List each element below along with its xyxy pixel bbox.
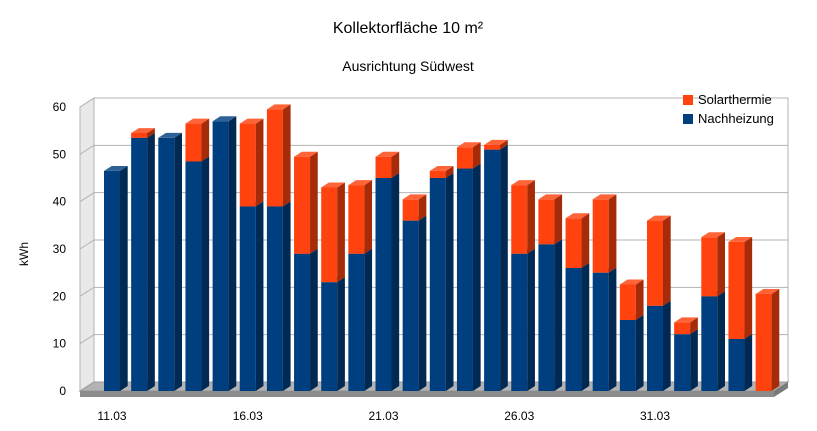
bar-nachheizung: [266, 201, 291, 391]
x-tick-label: 31.03: [640, 409, 670, 423]
bar-nachheizung: [619, 315, 644, 391]
y-tick-label: 20: [53, 289, 67, 303]
bar-nachheizung: [212, 116, 237, 391]
gridline: [79, 97, 788, 108]
bar-solarthermie: [701, 232, 725, 297]
x-axis-ticks: 11.03 16.03 21.03 26.03 31.03: [97, 409, 670, 423]
bar-nachheizung: [375, 173, 400, 391]
chart-title: Kollektorfläche 10 m²: [333, 20, 484, 37]
bar-solarthermie: [728, 236, 753, 339]
bar-solarthermie: [456, 142, 481, 169]
bar-solarthermie: [321, 182, 345, 283]
bar-nachheizung: [674, 329, 698, 391]
y-tick-label: 50: [53, 147, 67, 161]
x-tick-label: 11.03: [97, 409, 126, 423]
bar-nachheizung: [402, 215, 427, 391]
legend: Solarthermie Nachheizung: [683, 92, 774, 126]
bar-nachheizung: [647, 300, 671, 391]
y-tick-label: 60: [53, 100, 67, 114]
bar-solarthermie: [131, 128, 155, 138]
bar-nachheizung: [484, 144, 508, 391]
bar-solarthermie: [185, 118, 210, 162]
bar-solarthermie: [647, 215, 671, 306]
bar-nachheizung: [511, 248, 535, 391]
bar-nachheizung: [321, 277, 345, 391]
gridline: [79, 192, 788, 203]
bar-nachheizung: [185, 156, 210, 391]
floor-edge: [80, 391, 774, 397]
bar-nachheizung: [348, 248, 373, 391]
bar-nachheizung: [728, 333, 753, 391]
bar-solarthermie: [484, 139, 508, 150]
bar-solarthermie: [592, 194, 617, 273]
bar-nachheizung: [592, 267, 617, 391]
legend-swatch-nachheizung: [683, 114, 693, 124]
legend-swatch-solarthermie: [683, 95, 693, 105]
bars: [104, 104, 780, 392]
bar-nachheizung: [565, 262, 590, 391]
bar-nachheizung: [131, 132, 155, 392]
bar-nachheizung: [158, 132, 182, 392]
bar-solarthermie: [266, 104, 291, 207]
legend-label-solarthermie: Solarthermie: [698, 92, 772, 107]
bar-solarthermie: [402, 194, 427, 221]
y-tick-label: 10: [53, 337, 67, 351]
y-tick-label: 30: [53, 242, 67, 256]
y-axis-title: kWh: [17, 242, 31, 266]
bar-nachheizung: [294, 248, 318, 391]
bar-solarthermie: [674, 317, 698, 335]
bar-solarthermie: [619, 279, 644, 320]
bar-solarthermie: [538, 194, 563, 245]
bar-nachheizung: [104, 165, 128, 391]
bar-nachheizung: [538, 239, 563, 391]
y-tick-label: 40: [53, 195, 67, 209]
bar-solarthermie: [511, 180, 535, 254]
bar-solarthermie: [429, 165, 454, 178]
x-tick-label: 21.03: [368, 409, 398, 423]
bar-nachheizung: [429, 173, 454, 391]
y-axis-ticks: 0 10 20 30 40 50 60: [53, 100, 67, 398]
x-tick-label: 16.03: [233, 409, 263, 423]
bar-nachheizung: [701, 291, 725, 391]
bar-solarthermie: [755, 289, 780, 391]
bar-nachheizung: [456, 163, 481, 391]
floor-edge-side: [774, 382, 788, 397]
bar-solarthermie: [348, 180, 373, 254]
bar-solarthermie: [375, 151, 400, 178]
x-tick-label: 26.03: [504, 409, 534, 423]
bar-solarthermie: [239, 118, 264, 207]
y-tick-label: 0: [59, 384, 66, 398]
legend-label-nachheizung: Nachheizung: [698, 111, 774, 126]
gridline: [79, 144, 788, 155]
bar-nachheizung: [239, 201, 264, 391]
bar-solarthermie: [294, 151, 318, 254]
chart-subtitle: Ausrichtung Südwest: [342, 58, 474, 74]
bar-solarthermie: [565, 213, 590, 268]
